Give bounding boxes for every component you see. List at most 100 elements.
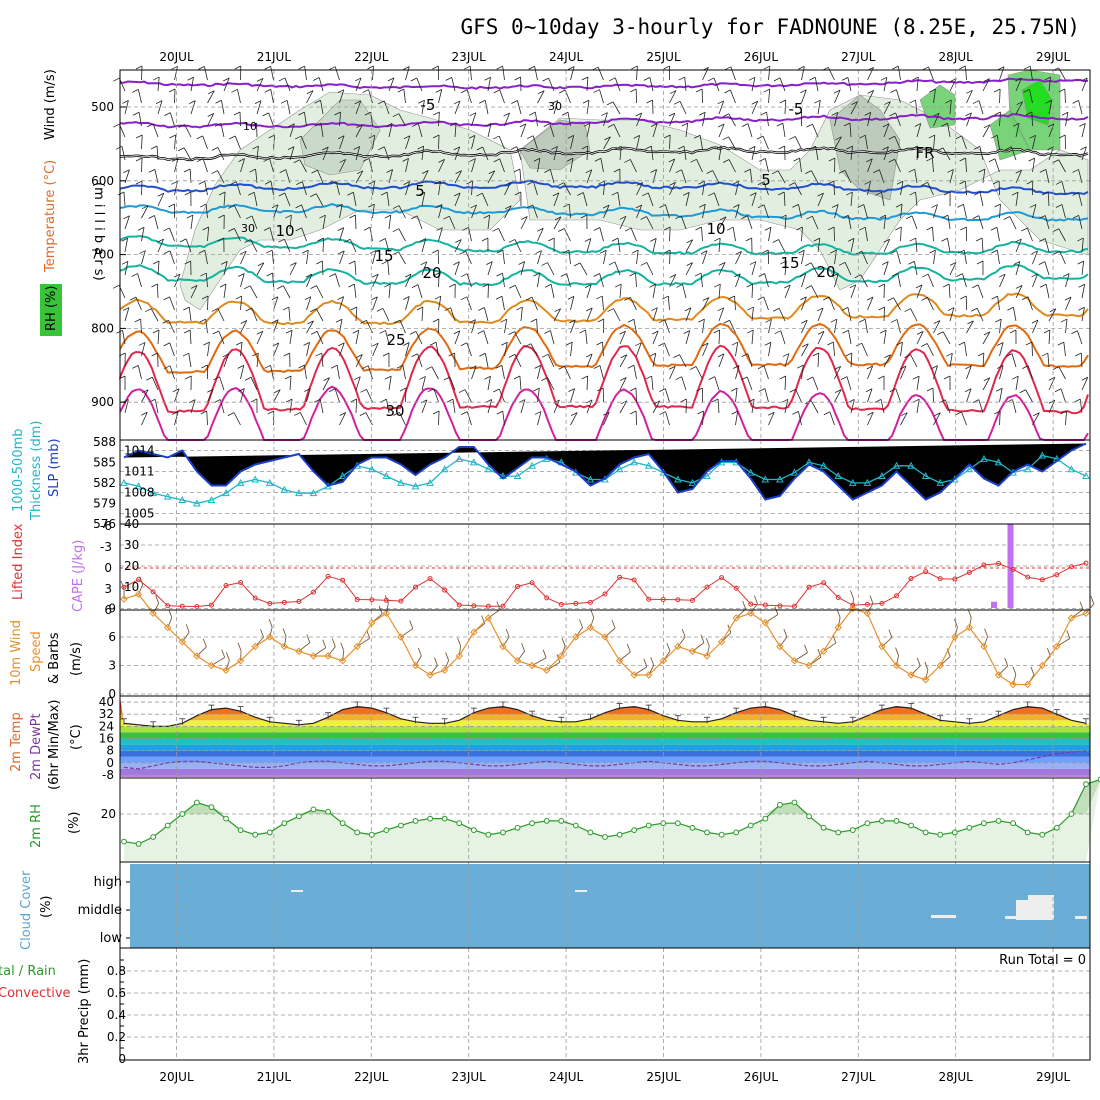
wind-barb-flag — [976, 260, 984, 265]
wind-point — [440, 666, 449, 674]
wind-point — [222, 666, 230, 674]
thickness-point — [236, 478, 245, 486]
wind-barb-flag — [832, 273, 839, 277]
wind-barb — [751, 77, 756, 92]
wind-barb — [933, 250, 936, 265]
wind-barb — [636, 182, 644, 196]
wind-point — [309, 652, 318, 660]
wind-point — [1053, 642, 1061, 651]
li-point — [1010, 566, 1016, 572]
wind-barb — [613, 124, 621, 138]
wind-barb — [978, 215, 984, 230]
sfc-barb — [385, 603, 389, 614]
wind-barb — [154, 399, 159, 414]
wind-barb — [498, 388, 505, 403]
wind-barb-flag — [664, 226, 671, 231]
wind-barb-flag — [278, 77, 286, 82]
wind-barb — [1015, 192, 1019, 207]
sfc-barb-flag — [666, 643, 671, 652]
wind-barb — [421, 146, 425, 161]
wind-barb-flag — [1054, 388, 1062, 393]
wind-barb — [367, 365, 373, 380]
wind-barb — [999, 365, 1004, 380]
wind-barb — [306, 90, 314, 104]
wind-barb — [863, 204, 868, 219]
wind-barb — [730, 66, 736, 81]
wind-barb — [438, 410, 440, 426]
wind-barb-flag — [551, 146, 558, 150]
wind-barb-flag — [695, 88, 703, 93]
thickness-point — [1023, 465, 1032, 473]
li-point — [660, 597, 666, 603]
wind-barb — [421, 307, 424, 322]
sfc-barb-flag — [774, 606, 779, 615]
wind-barb — [847, 307, 852, 322]
wind-barb-flag — [211, 147, 219, 151]
wind-barb — [1065, 411, 1067, 426]
wind-barb — [586, 123, 591, 138]
wind-barb — [817, 192, 824, 207]
wind-barb — [316, 285, 324, 299]
wind-barb-flag — [908, 260, 915, 265]
wind-barb-flag — [581, 375, 588, 380]
wind-barb-flag — [458, 389, 466, 393]
sfc-barb-flag — [496, 601, 501, 610]
li-point — [617, 574, 623, 580]
wind-barb — [223, 77, 230, 92]
wind-barb-flag — [208, 90, 215, 95]
wind-barb — [599, 227, 604, 242]
wind-barb — [1065, 112, 1069, 127]
wind-barb-flag — [624, 227, 632, 232]
wind-barb — [223, 353, 230, 368]
wind-barb — [883, 101, 891, 115]
wind-barb-flag — [319, 214, 326, 219]
wind-barb — [633, 319, 637, 334]
wind-barb-flag — [543, 123, 550, 128]
wind-barb — [982, 331, 991, 345]
wind-barb — [157, 238, 164, 253]
wind-barb-flag — [1072, 100, 1079, 104]
thickness-point — [674, 475, 682, 483]
wind-barb — [603, 205, 610, 219]
wind-barb-flag — [723, 319, 730, 324]
wind-barb-flag — [455, 170, 462, 175]
wind-barb-flag — [152, 329, 160, 334]
wind-barb-flag — [698, 318, 705, 323]
wind-barb-flag — [544, 330, 551, 334]
wind-barb-flag — [884, 101, 891, 105]
sfc-barb — [852, 598, 854, 609]
wind-barb — [372, 296, 378, 311]
wind-barb-flag — [477, 330, 484, 335]
wind-barb-flag — [411, 215, 418, 220]
wind-barb-flag — [302, 249, 309, 254]
wind-barb-flag — [310, 330, 318, 335]
rh-point — [427, 815, 433, 822]
wind-barb — [778, 308, 786, 322]
wind-barb — [240, 273, 245, 288]
wind-barb-flag — [585, 399, 593, 404]
wind-barb-flag — [348, 260, 356, 265]
wind-barb-flag — [965, 112, 972, 117]
wind-barb — [502, 66, 505, 81]
wind-barb-flag — [453, 261, 460, 266]
sfc-barb-flag — [754, 595, 758, 604]
wind-barb — [864, 319, 868, 334]
wind-barb — [256, 353, 259, 368]
wind-barb — [883, 354, 891, 368]
wind-point — [747, 609, 755, 617]
wind-barb — [812, 123, 819, 138]
wind-barb-flag — [230, 181, 237, 185]
wind-barb-flag — [378, 146, 385, 151]
rh-point — [981, 820, 987, 827]
wind-barb-flag — [973, 146, 981, 150]
sfc-barb-flag — [1090, 595, 1095, 605]
wind-barb — [234, 135, 241, 150]
wind-barb — [553, 192, 560, 207]
wind-barb-flag — [418, 99, 425, 104]
cloud-block — [1005, 916, 1017, 919]
wind-barb — [240, 342, 243, 357]
wind-barb — [207, 227, 210, 242]
wind-barb — [289, 123, 295, 138]
thickness-point — [251, 475, 260, 483]
wind-barb — [900, 412, 908, 426]
